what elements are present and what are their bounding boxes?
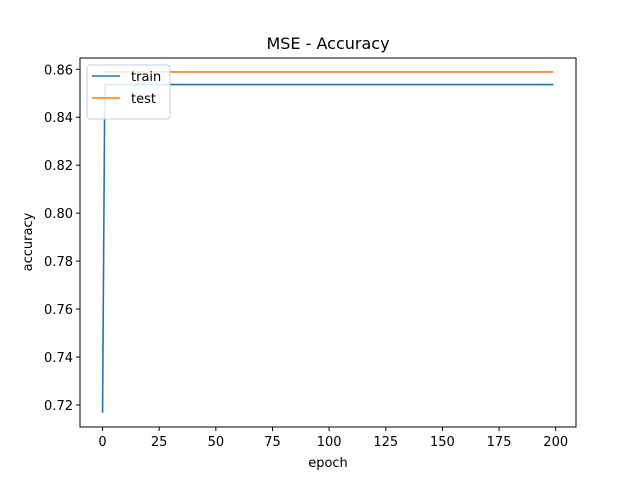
y-tick-label: 0.80	[44, 207, 73, 222]
x-tick-label: 175	[487, 435, 512, 450]
y-tick-label: 0.78	[44, 255, 73, 270]
x-tick-label: 125	[373, 435, 398, 450]
y-tick-label: 0.82	[44, 159, 73, 174]
y-tick-label: 0.76	[44, 303, 73, 318]
legend-label-train: train	[131, 70, 161, 85]
x-axis-label: epoch	[308, 456, 348, 471]
x-tick-label: 75	[264, 435, 281, 450]
x-tick-label: 25	[151, 435, 168, 450]
y-tick-label: 0.72	[44, 399, 73, 414]
y-tick-label: 0.84	[44, 111, 73, 126]
legend-box	[86, 64, 171, 120]
x-tick-label: 0	[98, 435, 106, 450]
legend-label-test: test	[131, 92, 156, 107]
y-tick-label: 0.74	[44, 351, 73, 366]
x-tick-label: 100	[317, 435, 342, 450]
chart-title: MSE - Accuracy	[266, 34, 389, 53]
x-tick-label: 50	[208, 435, 225, 450]
plot-frame	[79, 57, 577, 428]
x-tick-label: 150	[430, 435, 455, 450]
ticks-layer: 0 25 50 75 100 125 150 175 200 0.72 0.74 0.76 0.78 0.…	[44, 63, 568, 450]
y-tick-label: 0.86	[44, 63, 73, 78]
x-tick-label: 200	[543, 435, 568, 450]
y-axis-label: accuracy	[21, 212, 36, 271]
legend: train test	[86, 64, 171, 120]
